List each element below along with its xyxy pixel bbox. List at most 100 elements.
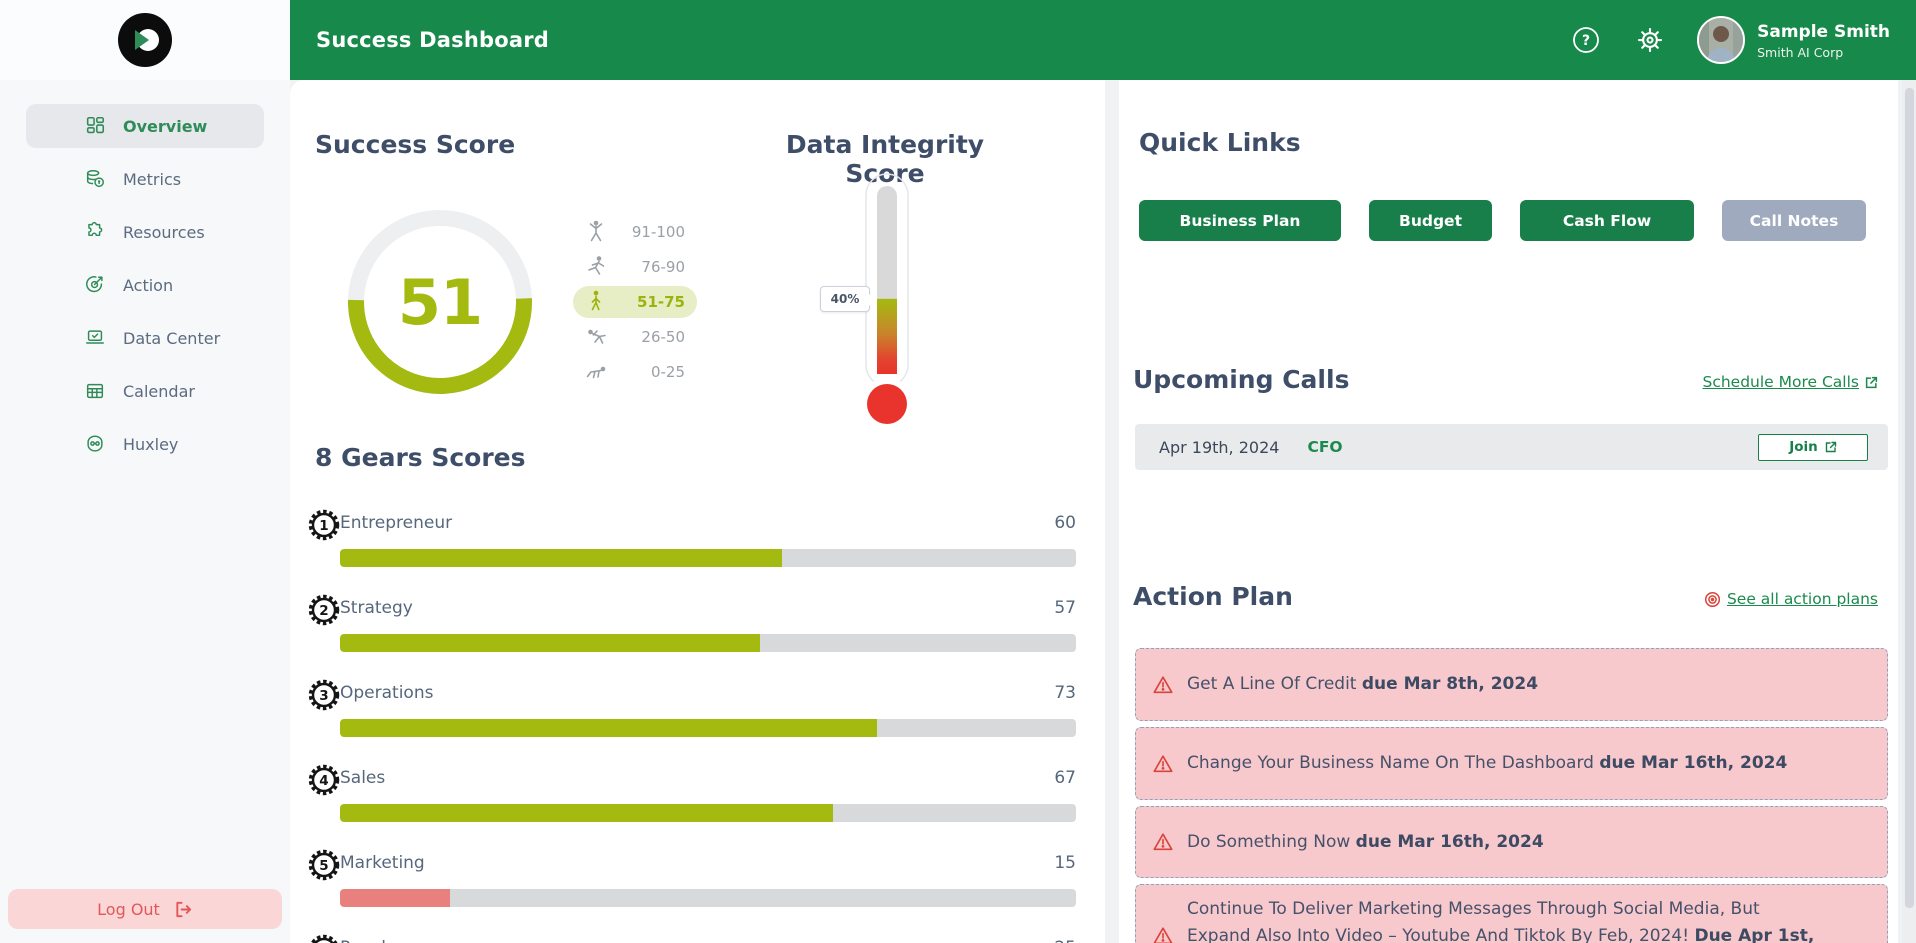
sidebar-item-label: Calendar	[123, 381, 195, 401]
thermometer-tooltip: 40%	[820, 285, 875, 312]
see-all-action-plans-link[interactable]: See all action plans	[1704, 590, 1878, 608]
app-logo-icon	[118, 13, 172, 67]
svg-text:?: ?	[1582, 33, 1590, 49]
scrollbar-track[interactable]	[1902, 80, 1916, 943]
gear-progress-track	[340, 634, 1076, 652]
person-crawling-icon	[586, 366, 606, 379]
sidebar-item-huxley[interactable]: Huxley	[26, 422, 264, 466]
user-name: Sample Smith	[1757, 21, 1890, 42]
gear-number: 5	[319, 858, 328, 874]
gears-title: 8 Gears Scores	[315, 443, 526, 472]
call-role: CFO	[1307, 438, 1343, 456]
gear-badge-icon: 4	[308, 764, 340, 796]
laptop-check-icon	[86, 330, 104, 344]
legend-row: 91-100	[573, 216, 697, 248]
gear-value: 25	[1054, 938, 1076, 943]
action-due: due Mar 16th, 2024	[1355, 831, 1544, 852]
gear-badge-icon: 1	[308, 509, 340, 541]
gear-label: Operations	[340, 683, 434, 703]
quick-links-row: Business Plan Budget Cash Flow Call Note…	[1139, 200, 1866, 241]
sidebar-item-label: Huxley	[123, 434, 179, 454]
sidebar-item-metrics[interactable]: Metrics	[26, 157, 264, 201]
legend-range: 91-100	[631, 223, 685, 241]
success-score-value: 51	[397, 265, 483, 339]
action-item[interactable]: Change Your Business Name On The Dashboa…	[1135, 727, 1888, 800]
legend-row: 76-90	[573, 251, 697, 283]
action-plan-title: Action Plan	[1133, 582, 1293, 611]
coins-icon	[86, 170, 104, 188]
action-text: Get A Line Of Credit	[1187, 674, 1357, 695]
sidebar-item-label: Metrics	[123, 169, 182, 189]
gear-progress-fill	[340, 634, 760, 652]
person-jumping-icon	[589, 220, 603, 242]
budget-button[interactable]: Budget	[1369, 200, 1492, 241]
logout-label: Log Out	[97, 899, 160, 919]
call-notes-button[interactable]: Call Notes	[1722, 200, 1866, 241]
user-org: Smith AI Corp	[1757, 45, 1844, 61]
avatar-photo	[1699, 18, 1744, 62]
sidebar-item-resources[interactable]: Resources	[26, 210, 264, 254]
gear-value: 57	[1054, 598, 1076, 618]
legend-row: 51-75	[573, 286, 697, 318]
gear-label: Strategy	[340, 598, 413, 618]
gear-progress-fill	[340, 804, 834, 822]
sidebar-item-action[interactable]: Action	[26, 263, 264, 307]
action-item[interactable]: Get A Line Of Credit due Mar 8th, 2024	[1135, 648, 1888, 721]
user-menu[interactable]: Sample Smith Smith AI Corp	[1697, 16, 1890, 64]
join-call-button[interactable]: Join	[1758, 433, 1868, 461]
gear-value: 15	[1054, 853, 1076, 873]
help-icon: ?	[1573, 27, 1600, 53]
gear-number: 2	[319, 603, 328, 619]
action-due: Due Apr 1st, 2024	[1694, 925, 1815, 943]
sidebar-item-overview[interactable]: Overview	[26, 104, 264, 148]
gear-value: 73	[1054, 683, 1076, 703]
sidebar-item-label: Action	[123, 275, 174, 295]
person-stumbling-icon	[588, 329, 606, 344]
warning-icon	[1153, 927, 1173, 943]
warning-icon	[1153, 675, 1173, 693]
thermometer	[838, 168, 938, 438]
integrity-value: 40%	[830, 291, 860, 306]
external-link-icon	[1825, 441, 1836, 453]
business-plan-button[interactable]: Business Plan	[1139, 200, 1341, 241]
join-label: Join	[1789, 439, 1818, 455]
gear-label: Sales	[340, 768, 386, 788]
gauge-ring	[348, 210, 532, 394]
gear-progress-track	[340, 549, 1076, 567]
scrollbar-thumb[interactable]	[1905, 88, 1914, 908]
gear-row-entrepreneur: 1 Entrepreneur 60	[290, 505, 1105, 590]
sidebar-nav: Overview Metrics Resources Action D	[0, 104, 290, 466]
gear-row-people: 6 People 25	[290, 930, 1105, 943]
main-panel: Success Score 51 91-100 76-90	[290, 80, 1105, 943]
gear-row-operations: 3 Operations 73	[290, 675, 1105, 760]
gear-label: People	[340, 938, 396, 943]
person-walking-icon	[591, 290, 601, 311]
sidebar-item-calendar[interactable]: Calendar	[26, 369, 264, 413]
robot-face-icon	[87, 435, 103, 452]
right-panel: Quick Links Business Plan Budget Cash Fl…	[1119, 80, 1898, 943]
gear-label: Entrepreneur	[340, 513, 453, 533]
success-score-title: Success Score	[315, 130, 516, 159]
gear-number: 3	[319, 688, 328, 704]
sidebar: Overview Metrics Resources Action D	[0, 0, 290, 943]
see-all-action-plans-label: See all action plans	[1726, 590, 1878, 608]
help-button[interactable]: ?	[1569, 23, 1603, 57]
action-item[interactable]: Continue To Deliver Marketing Messages T…	[1135, 884, 1888, 943]
schedule-more-calls-link[interactable]: Schedule More Calls	[1702, 373, 1878, 391]
logout-button[interactable]: Log Out	[8, 889, 282, 929]
sidebar-item-data-center[interactable]: Data Center	[26, 316, 264, 360]
gear-value: 60	[1054, 513, 1076, 533]
schedule-more-calls-label: Schedule More Calls	[1702, 373, 1859, 391]
gear-badge-icon: 3	[308, 679, 340, 711]
person-running-icon	[588, 256, 605, 275]
gear-number: 1	[319, 518, 328, 534]
upcoming-calls-title: Upcoming Calls	[1133, 365, 1350, 394]
gear-badge-icon: 5	[308, 849, 340, 881]
settings-button[interactable]	[1633, 23, 1667, 57]
cash-flow-button[interactable]: Cash Flow	[1520, 200, 1694, 241]
legend-row: 0-25	[573, 356, 697, 388]
call-date: Apr 19th, 2024	[1159, 437, 1280, 457]
gear-progress-track	[340, 804, 1076, 822]
action-item[interactable]: Do Something Now due Mar 16th, 2024	[1135, 806, 1888, 878]
score-legend: 91-100 76-90 51-75 26-50	[573, 216, 697, 388]
